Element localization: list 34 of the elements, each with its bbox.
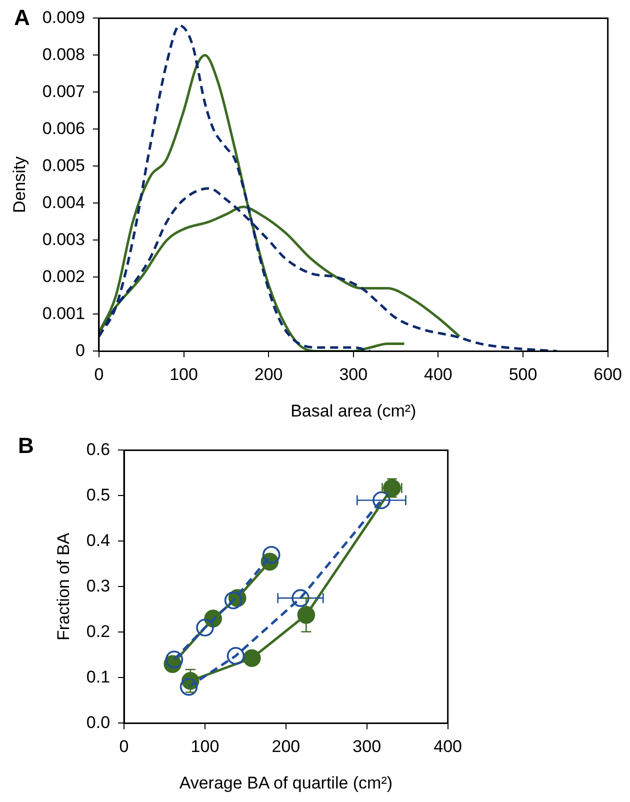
- x-axis-title: Average BA of quartile (cm²): [179, 773, 393, 792]
- y-tick-label: 0.004: [42, 192, 85, 212]
- y-tick-label: 0: [75, 340, 85, 360]
- x-tick-label: 400: [434, 737, 462, 756]
- y-tick-label: 0.4: [86, 530, 110, 550]
- y-tick-label: 0.5: [86, 485, 110, 504]
- y-tick-label: 0.009: [42, 8, 85, 27]
- y-axis-title: Density: [10, 156, 29, 214]
- x-tick-label: 100: [190, 737, 220, 756]
- y-tick-label: 0.0: [86, 712, 110, 732]
- x-tick-label: 600: [594, 365, 622, 384]
- x-tick-label: 100: [170, 365, 198, 384]
- chart-title: B: [18, 433, 34, 458]
- x-tick-label: 300: [339, 365, 368, 384]
- x-tick-label: 0: [119, 737, 129, 756]
- x-tick-label: 400: [424, 365, 452, 384]
- x-tick-label: 200: [254, 365, 283, 384]
- y-tick-label: 0.007: [42, 82, 85, 101]
- y-tick-label: 0.6: [86, 440, 110, 459]
- y-tick-label: 0.001: [42, 304, 85, 323]
- x-tick-label: 500: [508, 365, 538, 384]
- x-axis-title: Basal area (cm²): [290, 401, 416, 420]
- y-axis-title: Fraction of BA: [54, 532, 73, 641]
- x-tick-label: 300: [352, 737, 382, 756]
- y-tick-label: 0.1: [86, 667, 110, 686]
- y-tick-label: 0.002: [42, 266, 85, 286]
- y-tick-label: 0.005: [42, 156, 85, 175]
- y-tick-label: 0.2: [86, 622, 110, 641]
- y-tick-label: 0.003: [42, 230, 85, 249]
- y-tick-label: 0.008: [42, 44, 85, 64]
- y-tick-label: 0.3: [86, 576, 110, 596]
- y-tick-label: 0.006: [42, 118, 85, 138]
- x-tick-label: 200: [272, 737, 300, 756]
- chart-title: A: [14, 5, 30, 30]
